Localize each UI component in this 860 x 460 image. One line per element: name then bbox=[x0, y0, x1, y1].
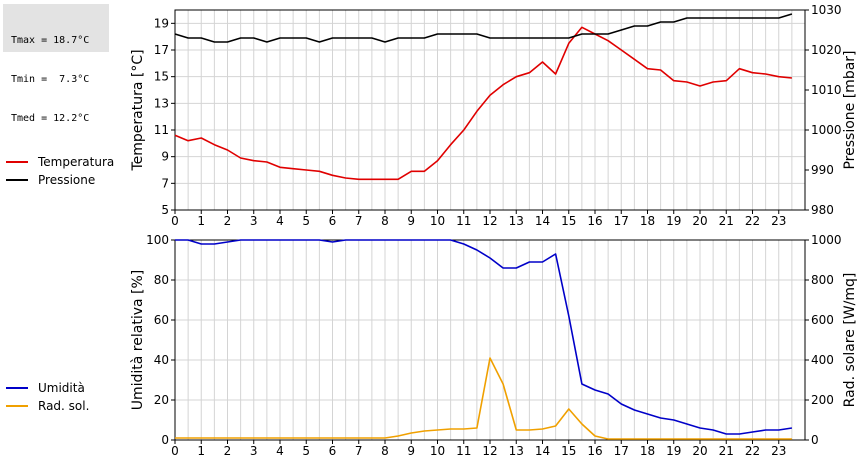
y-left-tick-label: 5 bbox=[161, 203, 169, 217]
legend-label: Rad. sol. bbox=[38, 399, 89, 413]
x-tick-label: 20 bbox=[692, 214, 707, 228]
y-right-tick-label: 1010 bbox=[811, 83, 842, 97]
y-right-tick-label: 0 bbox=[811, 433, 819, 447]
series-line-umidit bbox=[175, 239, 793, 435]
x-tick-label: 13 bbox=[509, 214, 524, 228]
x-tick-label: 17 bbox=[614, 444, 629, 458]
x-tick-label: 23 bbox=[771, 214, 786, 228]
x-tick-label: 12 bbox=[482, 214, 497, 228]
y-left-tick-label: 9 bbox=[161, 150, 169, 164]
x-tick-label: 18 bbox=[640, 444, 655, 458]
x-tick-label: 9 bbox=[407, 444, 415, 458]
x-tick-label: 3 bbox=[250, 214, 258, 228]
y-right-tick-label: 1000 bbox=[811, 233, 842, 247]
x-tick-label: 5 bbox=[302, 214, 310, 228]
x-tick-label: 23 bbox=[771, 444, 786, 458]
y-right-tick-label: 980 bbox=[811, 203, 834, 217]
x-tick-label: 15 bbox=[561, 444, 576, 458]
tmax-label: Tmax = 18.7°C bbox=[11, 35, 90, 46]
x-tick-label: 9 bbox=[407, 214, 415, 228]
series-line-pressione bbox=[174, 13, 793, 43]
x-tick-label: 0 bbox=[171, 214, 179, 228]
legend-label: Umidità bbox=[38, 381, 85, 395]
y-right-tick-label: 600 bbox=[811, 313, 834, 327]
x-tick-label: 3 bbox=[250, 444, 258, 458]
x-tick-label: 6 bbox=[329, 444, 337, 458]
x-tick-label: 7 bbox=[355, 214, 363, 228]
x-tick-label: 16 bbox=[587, 214, 602, 228]
x-tick-label: 19 bbox=[666, 214, 681, 228]
y-right-tick-label: 800 bbox=[811, 273, 834, 287]
chart-panel-1: 0 1 2 3 4 5 6 7 8 9 10 11 12 13 14 15 16 17 18 19 20 21 22 2357… bbox=[6, 3, 858, 228]
x-tick-label: 8 bbox=[381, 444, 389, 458]
x-tick-label: 11 bbox=[456, 444, 471, 458]
y-left-tick-label: 80 bbox=[154, 273, 169, 287]
x-tick-label: 2 bbox=[224, 214, 232, 228]
x-tick-label: 18 bbox=[640, 214, 655, 228]
legend-label: Temperatura bbox=[37, 155, 114, 169]
x-tick-label: 4 bbox=[276, 214, 284, 228]
y-right-tick-label: 1000 bbox=[811, 123, 842, 137]
y-left-tick-label: 100 bbox=[146, 233, 169, 247]
y-left-tick-label: 40 bbox=[154, 353, 169, 367]
legend-label: Pressione bbox=[38, 173, 95, 187]
y-left-tick-label: 0 bbox=[161, 433, 169, 447]
x-tick-label: 12 bbox=[482, 444, 497, 458]
x-tick-label: 22 bbox=[745, 214, 760, 228]
series-line-rad-sol bbox=[175, 357, 792, 440]
x-tick-label: 13 bbox=[509, 444, 524, 458]
x-tick-label: 11 bbox=[456, 214, 471, 228]
y-right-tick-label: 990 bbox=[811, 163, 834, 177]
x-tick-label: 21 bbox=[719, 444, 734, 458]
y-left-tick-label: 19 bbox=[154, 16, 169, 30]
y-left-tick-label: 60 bbox=[154, 313, 169, 327]
y-right-axis-title: Rad. solare [W/mq] bbox=[842, 273, 858, 408]
series-line-temperatura bbox=[174, 26, 792, 181]
chart-panel-2: 0 1 2 3 4 5 6 7 8 9 10 11 12 13 14 15 16 17 18 19 20 21 22 2302… bbox=[6, 233, 858, 458]
x-tick-label: 14 bbox=[535, 444, 550, 458]
y-right-tick-label: 1030 bbox=[811, 3, 842, 17]
x-tick-label: 8 bbox=[381, 214, 389, 228]
x-tick-label: 21 bbox=[719, 214, 734, 228]
y-left-axis-title: Umidità relativa [%] bbox=[130, 270, 146, 411]
y-left-tick-label: 11 bbox=[154, 123, 169, 137]
x-tick-label: 17 bbox=[614, 214, 629, 228]
x-tick-label: 22 bbox=[745, 444, 760, 458]
x-tick-label: 20 bbox=[692, 444, 707, 458]
tmed-label: Tmed = 12.2°C bbox=[11, 113, 90, 124]
x-tick-label: 7 bbox=[355, 444, 363, 458]
y-left-tick-label: 20 bbox=[154, 393, 169, 407]
y-left-axis-title: Temperatura [°C] bbox=[130, 49, 146, 171]
tmin-label: Tmin = 7.3°C bbox=[11, 74, 90, 85]
x-tick-label: 14 bbox=[535, 214, 550, 228]
y-right-tick-label: 1020 bbox=[811, 43, 842, 57]
x-tick-label: 4 bbox=[276, 444, 284, 458]
y-left-tick-label: 7 bbox=[161, 176, 169, 190]
x-tick-label: 19 bbox=[666, 444, 681, 458]
y-left-tick-label: 17 bbox=[154, 43, 169, 57]
x-tick-label: 10 bbox=[430, 214, 445, 228]
y-right-tick-label: 200 bbox=[811, 393, 834, 407]
y-right-tick-label: 400 bbox=[811, 353, 834, 367]
x-tick-label: 6 bbox=[329, 214, 337, 228]
x-tick-label: 10 bbox=[430, 444, 445, 458]
x-tick-label: 2 bbox=[224, 444, 232, 458]
y-left-tick-label: 15 bbox=[154, 70, 169, 84]
x-tick-label: 5 bbox=[302, 444, 310, 458]
y-left-tick-label: 13 bbox=[154, 96, 169, 110]
x-tick-label: 1 bbox=[197, 214, 205, 228]
stats-box: Tmax = 18.7°C Tmin = 7.3°C Tmed = 12.2°C bbox=[3, 4, 109, 124]
x-tick-label: 16 bbox=[587, 444, 602, 458]
x-tick-label: 15 bbox=[561, 214, 576, 228]
y-right-axis-title: Pressione [mbar] bbox=[842, 50, 858, 169]
x-tick-label: 1 bbox=[197, 444, 205, 458]
x-tick-label: 0 bbox=[171, 444, 179, 458]
